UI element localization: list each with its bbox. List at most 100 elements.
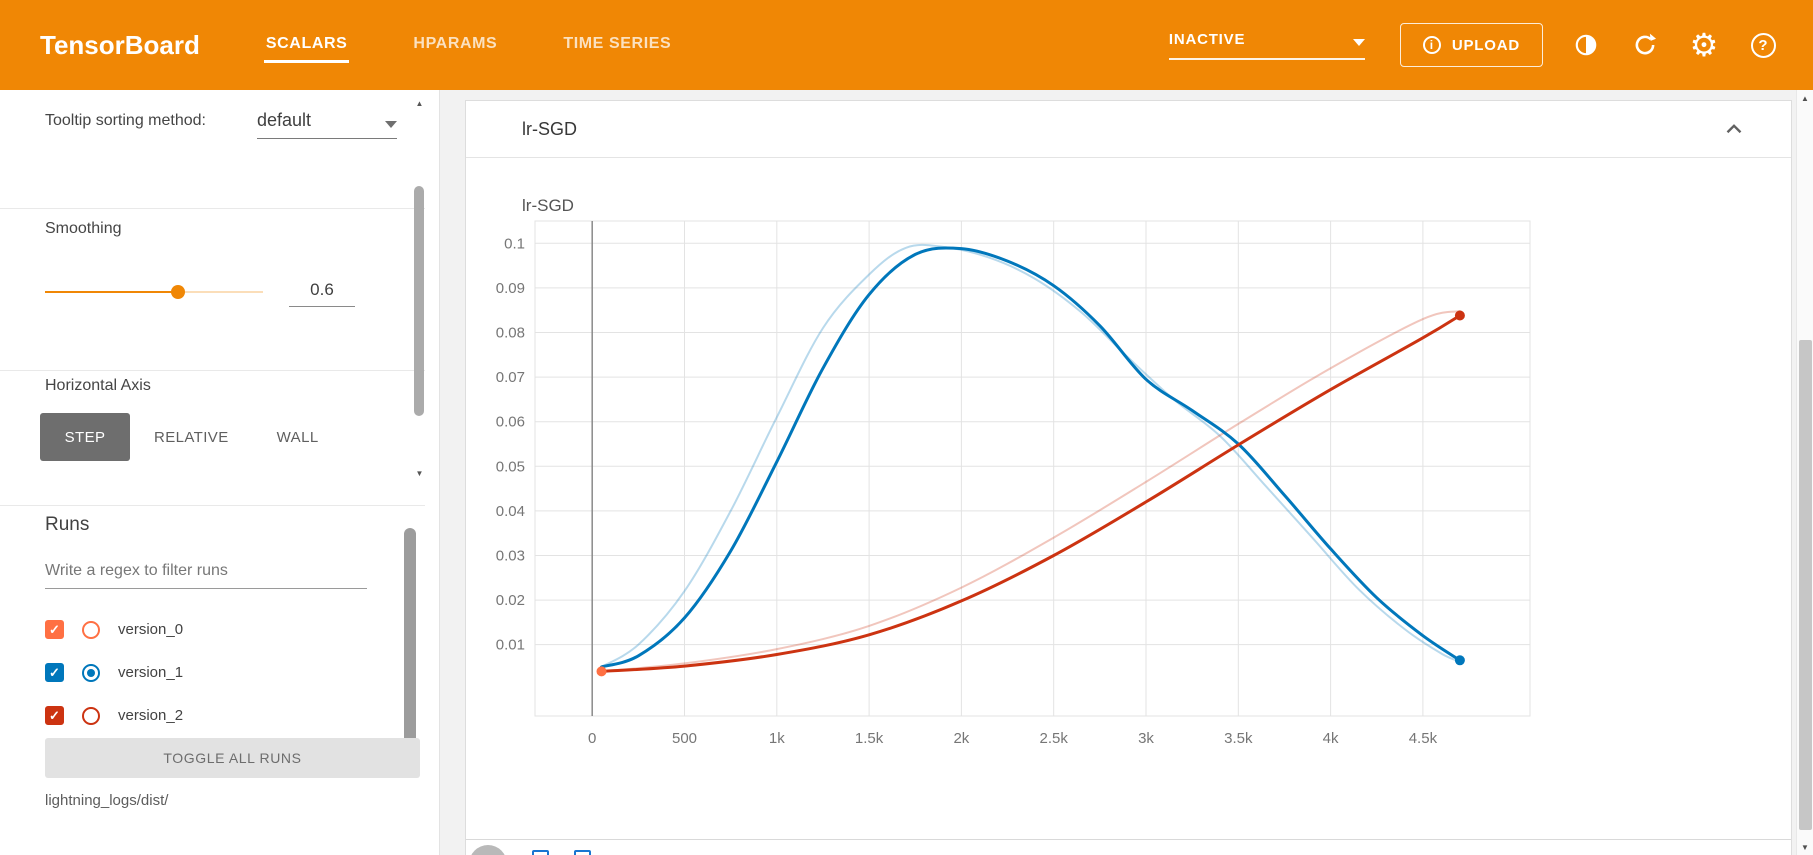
run-radio[interactable]	[82, 620, 100, 639]
tooltip-sorting-dropdown[interactable]: default	[257, 110, 397, 139]
smoothing-slider-thumb[interactable]	[170, 284, 185, 299]
chevron-down-icon	[1352, 38, 1365, 46]
smoothing-slider-row	[45, 276, 355, 307]
theme-toggle-icon[interactable]	[1570, 29, 1602, 61]
radio-dot	[87, 668, 95, 677]
refresh-icon[interactable]	[1629, 29, 1661, 61]
run-row-version-1[interactable]: version_1	[45, 651, 375, 694]
tab-scalars[interactable]: SCALARS	[263, 27, 350, 63]
sidebar-divider	[0, 208, 425, 209]
top-bar: TensorBoard SCALARS HPARAMS TIME SERIES …	[0, 0, 1813, 90]
smoothing-value-input[interactable]	[289, 276, 355, 307]
tab-time-series[interactable]: TIME SERIES	[561, 27, 673, 63]
svg-text:0.04: 0.04	[496, 503, 525, 520]
svg-text:0.05: 0.05	[496, 458, 525, 475]
run-checkbox[interactable]	[45, 663, 64, 682]
run-name: version_2	[118, 707, 184, 724]
runs-filter-input[interactable]	[45, 556, 367, 589]
collapse-chevron-up-icon[interactable]	[1721, 116, 1747, 142]
runs-scrollbar-thumb[interactable]	[404, 528, 416, 750]
run-name: version_1	[118, 664, 184, 681]
scrollbar-thumb[interactable]	[1799, 340, 1812, 830]
runs-list: version_0 version_1 version_2	[45, 608, 375, 737]
tab-hparams[interactable]: HPARAMS	[411, 27, 499, 63]
svg-text:0.01: 0.01	[496, 637, 525, 654]
toggle-all-runs-button[interactable]: TOGGLE ALL RUNS	[45, 738, 420, 778]
svg-text:0.1: 0.1	[504, 235, 525, 252]
card-title: lr-SGD	[522, 118, 577, 139]
svg-text:3.5k: 3.5k	[1224, 730, 1253, 747]
tooltip-sorting-label: Tooltip sorting method:	[45, 112, 206, 129]
svg-text:lr-SGD: lr-SGD	[522, 196, 574, 215]
svg-text:1k: 1k	[769, 730, 785, 747]
svg-text:2k: 2k	[953, 730, 969, 747]
axis-relative-button[interactable]: RELATIVE	[138, 413, 245, 461]
run-radio[interactable]	[82, 706, 100, 725]
settings-gear-icon[interactable]	[1688, 29, 1720, 61]
run-row-version-2[interactable]: version_2	[45, 694, 375, 737]
card-header: lr-SGD	[466, 101, 1791, 158]
run-row-version-0[interactable]: version_0	[45, 608, 375, 651]
run-selector-circle-icon[interactable]	[469, 845, 507, 855]
sidebar-divider	[0, 370, 425, 371]
radio-dot	[87, 712, 95, 720]
svg-text:2.5k: 2.5k	[1040, 730, 1069, 747]
svg-text:4.5k: 4.5k	[1409, 730, 1438, 747]
svg-text:0.08: 0.08	[496, 325, 525, 342]
card-footer-divider	[466, 839, 1791, 840]
svg-text:0.09: 0.09	[496, 280, 525, 297]
smoothing-slider[interactable]	[45, 284, 263, 299]
log-directory-label: lightning_logs/dist/	[45, 792, 169, 809]
svg-text:0.02: 0.02	[496, 592, 525, 609]
run-checkbox[interactable]	[45, 620, 64, 639]
run-toggle-checkbox-icon[interactable]	[532, 850, 549, 855]
page-vertical-scrollbar[interactable]: ▲ ▼	[1796, 90, 1813, 855]
svg-text:500: 500	[672, 730, 697, 747]
runs-title: Runs	[45, 514, 90, 535]
upload-button-label: UPLOAD	[1451, 36, 1520, 54]
help-icon[interactable]	[1747, 29, 1779, 61]
svg-text:0.06: 0.06	[496, 414, 525, 431]
chevron-down-icon	[385, 121, 397, 128]
card-footer-icons	[469, 845, 591, 855]
run-toggle-checkbox-icon[interactable]	[574, 850, 591, 855]
header-actions: INACTIVE UPLOAD	[1168, 23, 1779, 67]
scroll-up-arrow[interactable]: ▲	[415, 99, 424, 108]
upload-button[interactable]: UPLOAD	[1399, 23, 1543, 67]
horizontal-axis-label: Horizontal Axis	[45, 377, 151, 394]
app-logo: TensorBoard	[40, 29, 200, 60]
scalar-chart-svg[interactable]: lr-SGD 0.01 0.02 0.03 0.04 0.05 0.06 0.07 0.08 0.…	[480, 196, 1555, 756]
run-radio[interactable]	[82, 663, 100, 682]
help-question-glyph	[1750, 32, 1776, 58]
settings-scrollbar: ▲ ▼	[413, 98, 426, 480]
scrollbar-thumb[interactable]	[414, 186, 424, 416]
svg-text:3k: 3k	[1138, 730, 1154, 747]
tab-label: SCALARS	[265, 35, 348, 52]
tab-label: TIME SERIES	[563, 35, 672, 52]
radio-dot	[87, 626, 95, 634]
run-checkbox[interactable]	[45, 706, 64, 725]
status-dropdown[interactable]: INACTIVE	[1168, 30, 1365, 60]
app-body: Tooltip sorting method: default Smoothin…	[0, 90, 1813, 855]
horizontal-axis-buttons: STEP RELATIVE WALL	[40, 413, 343, 461]
info-icon	[1422, 36, 1441, 54]
axis-wall-button[interactable]: WALL	[253, 413, 343, 461]
scroll-up-arrow[interactable]: ▲	[1801, 93, 1809, 103]
tab-label: HPARAMS	[413, 35, 498, 52]
scroll-down-arrow[interactable]: ▼	[415, 469, 424, 478]
svg-text:4k: 4k	[1323, 730, 1339, 747]
smoothing-slider-fill	[45, 290, 178, 293]
svg-text:0.03: 0.03	[496, 548, 525, 565]
tooltip-sorting-value: default	[257, 110, 312, 130]
scalar-card-lr-sgd: lr-SGD lr-SGD 0.01 0.02 0.03 0.04 0.05 0.06 0.0…	[465, 100, 1792, 855]
svg-text:0.07: 0.07	[496, 369, 525, 386]
main-content: lr-SGD lr-SGD 0.01 0.02 0.03 0.04 0.05 0.06 0.0…	[440, 90, 1796, 855]
sidebar-divider	[0, 505, 425, 506]
run-name: version_0	[118, 621, 184, 638]
sidebar: Tooltip sorting method: default Smoothin…	[0, 90, 440, 855]
smoothing-label: Smoothing	[45, 220, 122, 237]
scroll-down-arrow[interactable]: ▼	[1801, 842, 1809, 852]
status-dropdown-value: INACTIVE	[1168, 30, 1246, 48]
main-tabs: SCALARS HPARAMS TIME SERIES	[263, 27, 673, 63]
axis-step-button[interactable]: STEP	[40, 413, 130, 461]
